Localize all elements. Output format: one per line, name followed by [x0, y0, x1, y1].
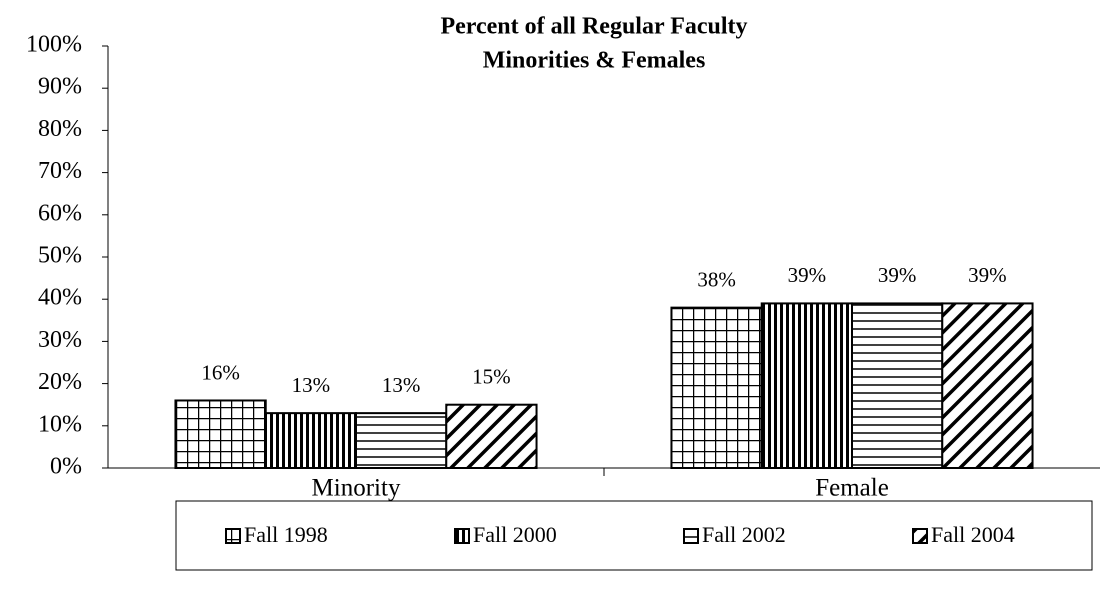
bar: [941, 302, 1034, 470]
y-tick-label: 90%: [38, 74, 82, 100]
y-tick-label: 0%: [50, 454, 82, 480]
y-tick-label: 80%: [38, 116, 82, 142]
y-tick-label: 20%: [38, 369, 82, 395]
legend-label: Fall 2004: [931, 522, 1015, 547]
legend-box: [175, 500, 1093, 571]
value-label: 16%: [201, 360, 240, 384]
value-label: 13%: [382, 373, 421, 397]
y-tick-label: 30%: [38, 327, 82, 353]
x-tick-label: Female: [815, 475, 889, 502]
chart-title: Percent of all Regular Faculty: [440, 14, 747, 40]
value-label: 39%: [878, 263, 917, 287]
value-label: 39%: [788, 263, 827, 287]
y-tick-label: 50%: [38, 243, 82, 269]
value-label: 38%: [697, 267, 736, 291]
bar: [851, 302, 944, 470]
legend-swatch: [454, 528, 470, 544]
bar: [445, 403, 538, 470]
chart-subtitle: Minorities & Females: [483, 48, 706, 74]
legend-label: Fall 2002: [702, 522, 786, 547]
y-tick-label: 60%: [38, 200, 82, 226]
y-tick-label: 70%: [38, 158, 82, 184]
value-label: 15%: [472, 365, 511, 389]
bar: [670, 306, 763, 470]
value-label: 13%: [292, 373, 331, 397]
legend-swatch: [912, 528, 928, 544]
bar: [355, 412, 448, 470]
legend-label: Fall 2000: [473, 522, 557, 547]
y-tick-label: 10%: [38, 411, 82, 437]
legend-swatch: [225, 528, 241, 544]
y-tick-label: 100%: [26, 32, 82, 58]
y-tick-label: 40%: [38, 285, 82, 311]
legend-swatch: [683, 528, 699, 544]
bar: [174, 399, 267, 470]
bar: [760, 302, 854, 470]
value-label: 39%: [968, 263, 1007, 287]
legend-label: Fall 1998: [244, 522, 328, 547]
bar: [264, 412, 357, 470]
x-tick-label: Minority: [312, 475, 401, 502]
